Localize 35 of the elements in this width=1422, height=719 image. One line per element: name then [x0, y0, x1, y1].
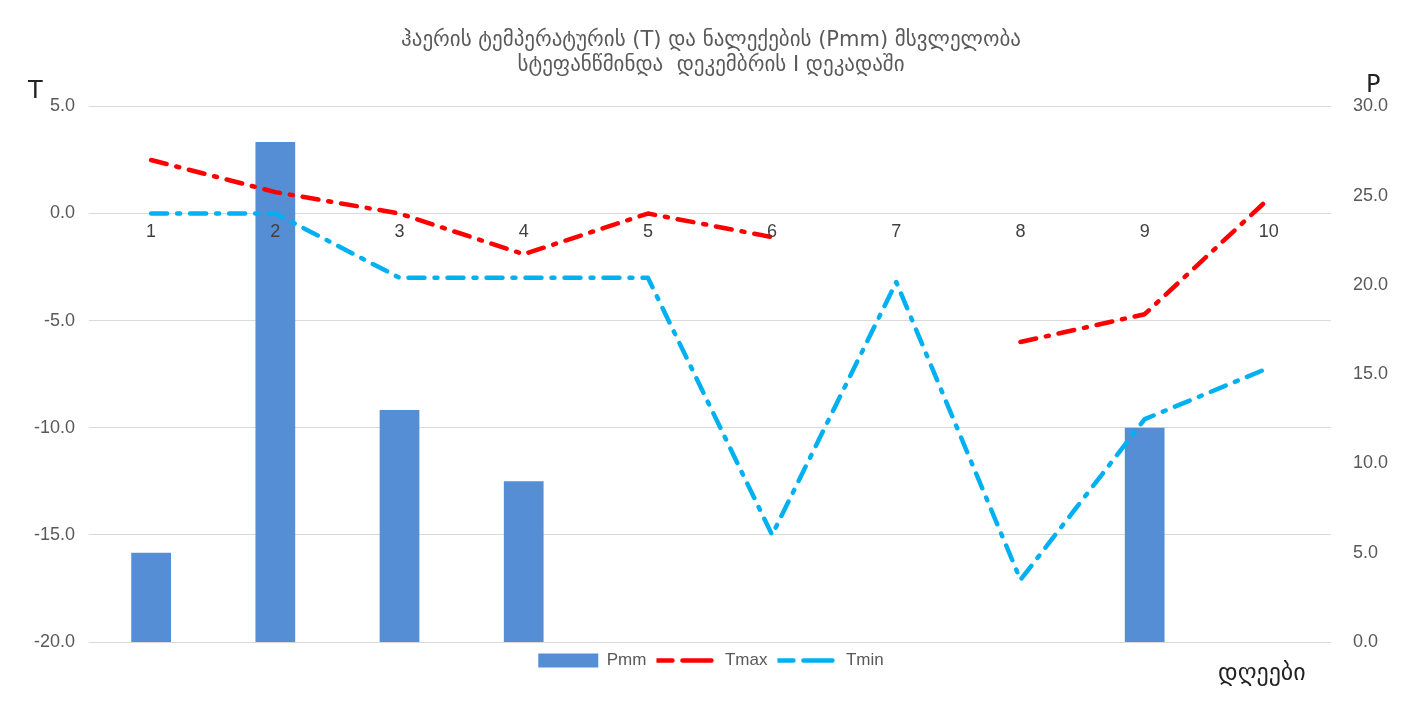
y2-tick-label: 15.0 — [1352, 363, 1389, 384]
y-tick-label: -15.0 — [34, 523, 76, 544]
legend-label: Tmin — [845, 650, 884, 670]
bar — [255, 142, 296, 642]
y2-tick-label: 30.0 — [1352, 95, 1389, 116]
y2-axis-title: P — [1366, 70, 1381, 98]
x-tick-label: 2 — [270, 221, 281, 242]
x-tick-label: 3 — [394, 221, 405, 242]
x-tick-label: 1 — [146, 221, 157, 242]
x-tick-label: 6 — [767, 221, 778, 242]
x-tick-label: 4 — [518, 221, 529, 242]
y-tick-label: 0.0 — [50, 202, 76, 223]
x-tick-label: 9 — [1139, 221, 1150, 242]
y2-tick-label: 5.0 — [1352, 541, 1378, 562]
legend-label: Pmm — [606, 650, 647, 670]
y2-tick-label: 25.0 — [1352, 184, 1389, 205]
bar — [1124, 427, 1165, 642]
y2-tick-label: 10.0 — [1352, 452, 1389, 473]
bar — [131, 552, 171, 642]
x-tick-label: 10 — [1258, 221, 1279, 242]
bar — [503, 481, 544, 642]
legend-label: Tmax — [724, 650, 768, 670]
x-axis-title: დღეები — [1218, 658, 1306, 686]
y-tick-label: 5.0 — [50, 95, 76, 116]
y-axis-title: T — [28, 76, 43, 104]
chart-title: ჰაერის ტემპერატურის (T) და ნალექების (Pmm) მსვლელობა სტეფანწმინდა დეკემბრის I დეკადაში — [401, 27, 1021, 77]
x-tick-label: 7 — [891, 221, 902, 242]
y-tick-label: -10.0 — [34, 416, 76, 437]
y-tick-label: -20.0 — [34, 630, 76, 651]
x-tick-label: 5 — [642, 221, 653, 242]
y-tick-label: -5.0 — [44, 309, 76, 330]
x-tick-label: 8 — [1015, 221, 1026, 242]
y2-tick-label: 0.0 — [1352, 630, 1378, 651]
y2-tick-label: 20.0 — [1352, 273, 1389, 294]
bar — [379, 409, 420, 642]
